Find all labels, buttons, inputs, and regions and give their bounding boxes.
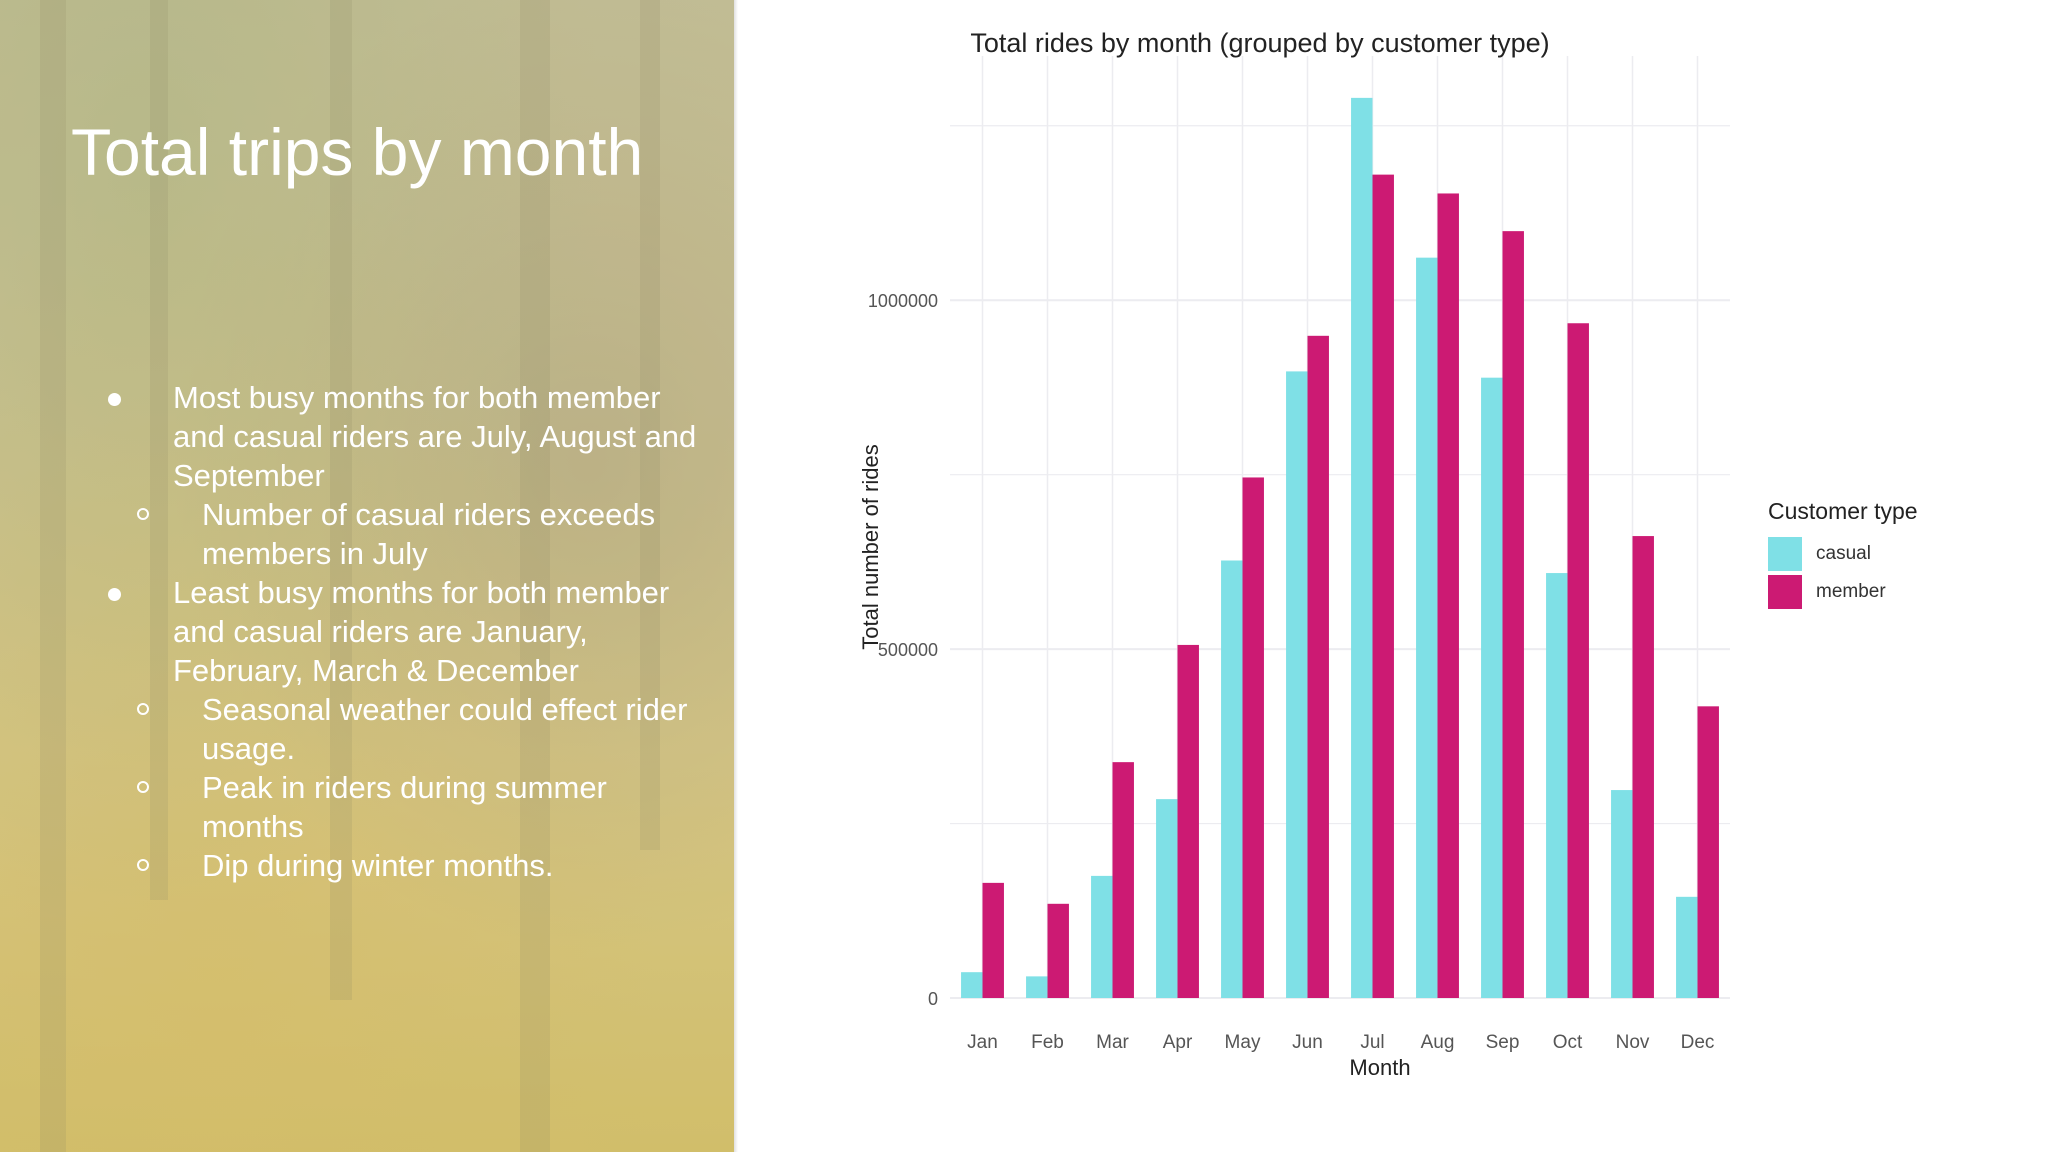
- sub-bullet-item: Number of casual riders exceeds members …: [27, 495, 700, 573]
- bar-member-jul: [1372, 174, 1394, 999]
- bar-member-sep: [1502, 231, 1524, 999]
- legend: Customer type casual member: [1768, 498, 1948, 611]
- sub-bullet-ring-icon: [137, 508, 149, 520]
- legend-title: Customer type: [1768, 498, 1918, 524]
- y-tick-label: 1000000: [868, 291, 938, 311]
- x-tick-label: Mar: [1096, 1032, 1129, 1053]
- bar-casual-jan: [961, 972, 983, 998]
- sub-bullet-ring-icon: [137, 859, 149, 871]
- bar-member-aug: [1437, 193, 1459, 998]
- x-tick-label: Apr: [1163, 1032, 1193, 1053]
- sub-bullet-item: Peak in riders during summer months: [27, 768, 700, 846]
- bar-casual-apr: [1156, 799, 1178, 998]
- legend-label-casual: casual: [1816, 543, 1871, 564]
- x-tick-label: May: [1225, 1032, 1261, 1053]
- bar-member-mar: [1112, 762, 1134, 998]
- background-photo-panel: Total trips by month Most busy months fo…: [0, 0, 734, 1152]
- sub-bullet-text: Dip during winter months.: [202, 848, 554, 883]
- tree-trunk-shape: [520, 0, 550, 1152]
- bar-casual-nov: [1611, 790, 1633, 998]
- bar-casual-feb: [1026, 976, 1048, 998]
- tree-trunk-shape: [40, 0, 66, 1152]
- x-tick-label: Feb: [1031, 1032, 1064, 1053]
- bar-member-oct: [1567, 323, 1589, 998]
- chart-title: Total rides by month (grouped by custome…: [970, 28, 1550, 58]
- bar-casual-sep: [1481, 377, 1503, 999]
- tree-trunk-shape: [150, 0, 168, 900]
- x-tick-label: Dec: [1681, 1032, 1715, 1053]
- legend-item-member: member: [1768, 573, 1948, 611]
- chart-card: 0 500000 1000000 Jan Feb Mar Apr May Jun Jul Aug Se…: [840, 26, 1940, 1124]
- x-tick-label: Sep: [1486, 1032, 1520, 1053]
- photo-veil: [0, 0, 734, 1152]
- bullet-text: Least busy months for both member and ca…: [173, 575, 670, 688]
- sub-bullet-item: Seasonal weather could effect rider usag…: [27, 690, 700, 768]
- legend-swatch-member: [1768, 575, 1802, 609]
- bar-member-nov: [1632, 536, 1654, 998]
- bullet-item: Most busy months for both member and cas…: [100, 378, 700, 495]
- slide-title: Total trips by month: [71, 115, 644, 189]
- sub-bullet-text: Number of casual riders exceeds members …: [202, 497, 656, 571]
- y-tick-label: 0: [928, 989, 938, 1009]
- x-tick-label: Jul: [1360, 1032, 1384, 1053]
- bar-member-dec: [1697, 706, 1719, 998]
- bar-member-may: [1242, 477, 1264, 998]
- bar-member-apr: [1177, 644, 1199, 998]
- legend-item-casual: casual: [1768, 535, 1948, 573]
- bullet-item: Least busy months for both member and ca…: [100, 573, 700, 690]
- tree-trunk-shape: [640, 0, 660, 850]
- bullet-dot-icon: [108, 393, 121, 406]
- sub-bullet-text: Seasonal weather could effect rider usag…: [202, 692, 688, 766]
- legend-label-member: member: [1816, 581, 1886, 602]
- bullet-text: Most busy months for both member and cas…: [173, 380, 697, 493]
- bar-casual-oct: [1546, 573, 1568, 998]
- sub-bullet-ring-icon: [137, 781, 149, 793]
- bullet-dot-icon: [108, 588, 121, 601]
- panel-divider: [734, 0, 738, 1152]
- x-tick-label: Jun: [1292, 1032, 1323, 1053]
- bar-member-jun: [1307, 335, 1329, 998]
- bar-casual-jun: [1286, 371, 1308, 998]
- bar-member-jan: [982, 882, 1004, 998]
- bar-chart: 0 500000 1000000 Jan Feb Mar Apr May Jun Jul Aug Se…: [858, 56, 1730, 1080]
- x-tick-label: Jan: [967, 1032, 998, 1053]
- x-axis-label: Month: [1349, 1055, 1410, 1080]
- bar-casual-aug: [1416, 257, 1438, 998]
- x-tick-label: Oct: [1553, 1032, 1583, 1053]
- tree-trunk-shape: [330, 0, 352, 1000]
- x-tick-label: Aug: [1421, 1032, 1455, 1053]
- bar-member-feb: [1047, 903, 1069, 998]
- y-axis-label: Total number of rides: [858, 444, 883, 649]
- sub-bullet-ring-icon: [137, 703, 149, 715]
- bar-casual-may: [1221, 560, 1243, 998]
- bullet-list: Most busy months for both member and cas…: [100, 378, 700, 885]
- bar-casual-dec: [1676, 896, 1698, 998]
- sub-bullet-item: Dip during winter months.: [27, 846, 700, 885]
- y-tick-label: 500000: [878, 640, 938, 660]
- legend-swatch-casual: [1768, 537, 1802, 571]
- sub-bullet-text: Peak in riders during summer months: [202, 770, 607, 844]
- x-tick-label: Nov: [1616, 1032, 1650, 1053]
- bar-casual-mar: [1091, 875, 1113, 998]
- bar-casual-jul: [1351, 97, 1373, 998]
